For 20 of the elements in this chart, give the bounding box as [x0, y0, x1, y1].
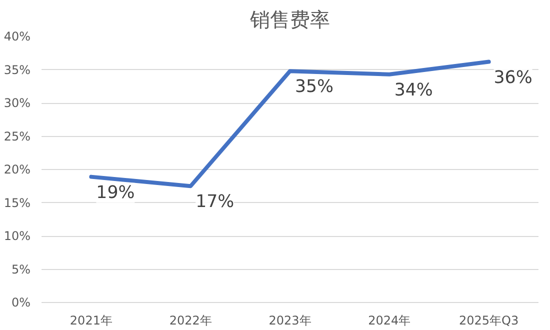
x-tick-label: 2023年: [268, 314, 312, 328]
data-label: 19%: [96, 182, 135, 203]
data-label: 34%: [394, 80, 433, 100]
y-tick-label: 30%: [4, 96, 30, 110]
data-label: 35%: [294, 77, 334, 98]
chart-title: 销售费率: [249, 8, 330, 32]
y-tick-label: 25%: [4, 129, 30, 144]
y-tick-label: 10%: [4, 229, 30, 243]
y-tick-label: 40%: [4, 30, 30, 44]
x-tick-label: 2021年: [70, 314, 112, 328]
y-tick-label: 0%: [11, 296, 31, 310]
x-tick-label: 2022年: [169, 314, 212, 328]
x-tick-label: 2025年Q3: [458, 314, 519, 328]
data-label: 36%: [494, 68, 532, 88]
x-tick-label: 2024年: [368, 314, 411, 328]
y-tick-label: 35%: [4, 62, 30, 77]
y-tick-label: 5%: [11, 262, 31, 276]
data-label: 17%: [196, 192, 234, 212]
y-tick-label: 20%: [4, 162, 30, 176]
y-tick-label: 15%: [4, 196, 30, 210]
